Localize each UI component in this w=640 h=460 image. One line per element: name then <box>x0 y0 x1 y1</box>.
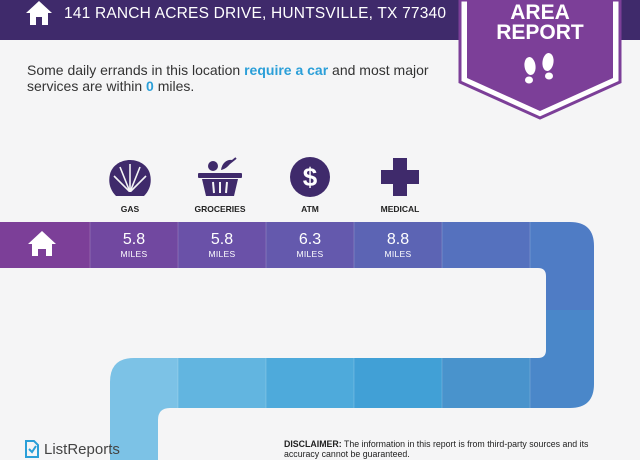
atm-label: ATM <box>301 204 319 214</box>
dollar-icon: $ <box>290 157 330 197</box>
intro-part-1: Some daily errands in this location <box>27 62 245 78</box>
gas-distance-unit: MILES <box>120 249 148 259</box>
badge-line-2: REPORT <box>496 21 584 44</box>
groceries-label: GROCERIES <box>194 204 246 214</box>
gas-distance-value: 5.8 <box>122 231 146 248</box>
brand-name: ListReports <box>44 440 120 458</box>
listreports-logo: ListReports <box>24 440 120 458</box>
area-report-badge <box>458 0 622 120</box>
intro-part-2: and most major services are within <box>27 62 429 94</box>
basket-icon <box>198 157 242 196</box>
intro-part-3: miles. <box>153 78 195 94</box>
medical-distance-unit: MILES <box>384 249 412 259</box>
disclaimer-text: The information in this report is from t… <box>284 439 589 459</box>
groceries-distance-unit: MILES <box>208 249 236 259</box>
gas-label: GAS <box>120 204 140 214</box>
footprints-icon <box>524 53 554 84</box>
listreports-logo-icon <box>25 440 39 458</box>
svg-text:$: $ <box>303 162 318 192</box>
route-home-icon <box>28 231 56 256</box>
medical-label: MEDICAL <box>380 204 420 214</box>
home-icon <box>26 1 52 25</box>
atm-distance: 6.3 MILES <box>266 222 354 268</box>
groceries-distance-value: 5.8 <box>210 231 234 248</box>
medical-distance: 8.8 MILES <box>354 222 442 268</box>
intro-text: Some daily errands in this location requ… <box>27 62 447 94</box>
disclaimer-label: DISCLAIMER: <box>284 439 342 449</box>
disclaimer: DISCLAIMER: The information in this repo… <box>284 439 624 459</box>
gas-distance: 5.8 MILES <box>90 222 178 268</box>
shell-icon <box>109 160 151 196</box>
address-text: 141 RANCH ACRES DRIVE, HUNTSVILLE, TX 77… <box>64 5 447 22</box>
groceries-distance: 5.8 MILES <box>178 222 266 268</box>
medical-distance-value: 8.8 <box>386 231 410 248</box>
intro-highlight-car: require a car <box>244 62 329 78</box>
badge-line-1: AREA <box>510 1 570 24</box>
atm-distance-value: 6.3 <box>298 231 322 248</box>
cross-icon <box>381 158 419 196</box>
intro-highlight-miles: 0 <box>146 78 154 94</box>
atm-distance-unit: MILES <box>296 249 324 259</box>
